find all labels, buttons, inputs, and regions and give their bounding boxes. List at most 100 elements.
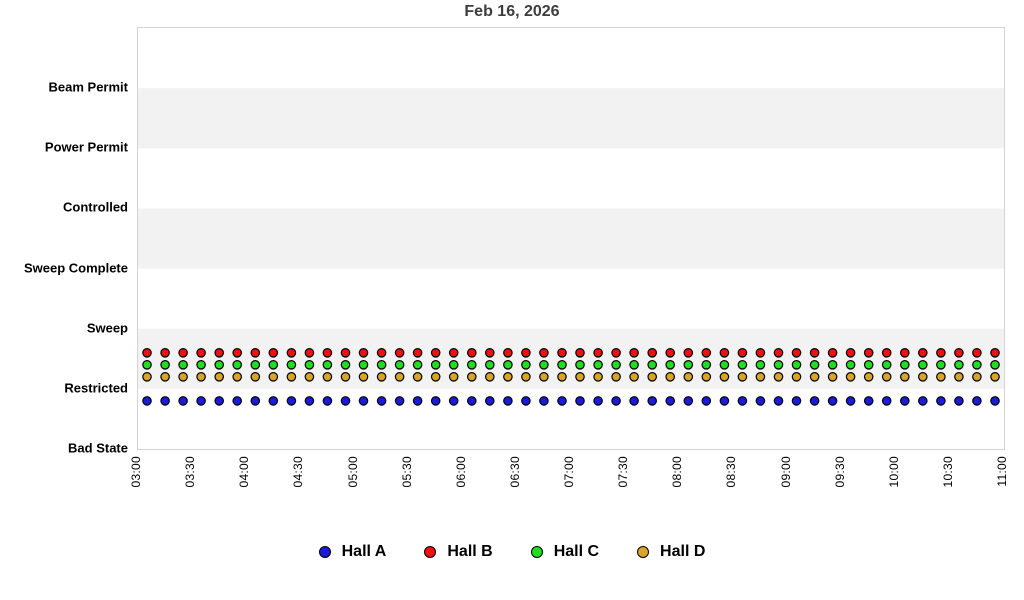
data-point-hall-c (863, 359, 874, 370)
data-point-hall-c (521, 359, 531, 370)
data-point-hall-d (791, 371, 802, 382)
data-point-hall-b (268, 347, 279, 358)
data-point-hall-b (972, 347, 982, 358)
data-point-hall-a (827, 396, 838, 406)
y-tick-label-power-permit: Power Permit (44, 139, 128, 155)
data-point-hall-b (178, 347, 188, 358)
data-point-hall-c (160, 359, 170, 370)
x-tick-label-1100: 11:00 (995, 456, 1009, 487)
data-point-hall-a (340, 396, 351, 406)
data-point-hall-b (683, 347, 694, 358)
data-point-hall-d (412, 371, 423, 382)
data-point-hall-c (755, 359, 766, 370)
data-point-hall-a (304, 396, 315, 406)
data-point-hall-d (376, 371, 387, 382)
data-point-hall-a (466, 396, 477, 406)
data-point-hall-a (250, 396, 261, 406)
data-point-hall-a (503, 396, 513, 406)
data-point-hall-a (214, 396, 224, 406)
data-point-hall-c (503, 359, 513, 370)
data-point-hall-d (160, 371, 170, 382)
data-point-hall-a (972, 396, 982, 406)
data-point-hall-b (557, 347, 567, 358)
x-tick-label-0430: 04:30 (291, 456, 306, 488)
data-point-hall-c (665, 359, 675, 370)
x-tick-label-0830: 08:30 (724, 456, 739, 488)
data-point-hall-b (755, 347, 766, 358)
data-point-hall-c (178, 359, 188, 370)
data-point-hall-c (196, 359, 206, 370)
data-point-hall-c (647, 359, 657, 370)
data-point-hall-d (196, 371, 206, 382)
data-point-hall-d (827, 371, 838, 382)
data-point-hall-b (358, 347, 369, 358)
x-tick-label-1000: 10:00 (886, 456, 901, 488)
data-point-hall-c (719, 359, 730, 370)
data-point-hall-c (629, 359, 639, 370)
x-tick-label-0300: 03:00 (129, 456, 143, 488)
data-point-hall-b (521, 347, 531, 358)
data-point-hall-b (791, 347, 802, 358)
data-point-hall-b (503, 347, 513, 358)
data-point-hall-b (214, 347, 224, 358)
data-point-hall-c (322, 359, 333, 370)
x-tick-label-0730: 07:30 (616, 456, 631, 488)
data-point-hall-a (954, 396, 964, 406)
data-point-hall-b (936, 347, 946, 358)
data-point-hall-c (539, 359, 549, 370)
data-point-hall-d (755, 371, 766, 382)
data-point-hall-d (647, 371, 657, 382)
data-point-hall-a (322, 396, 333, 406)
data-point-hall-a (863, 396, 874, 406)
data-point-hall-c (448, 359, 459, 370)
data-point-hall-d (322, 371, 333, 382)
data-point-hall-a (412, 396, 423, 406)
data-point-hall-d (593, 371, 603, 382)
data-point-hall-d (557, 371, 567, 382)
data-point-hall-b (593, 347, 603, 358)
y-tick-label-restricted: Restricted (64, 380, 128, 396)
data-point-hall-d (954, 371, 964, 382)
data-point-hall-d (773, 371, 784, 382)
data-point-hall-d (304, 371, 315, 382)
data-point-hall-b (665, 347, 675, 358)
data-point-hall-d (863, 371, 874, 382)
data-point-hall-d (358, 371, 369, 382)
x-tick-label-0630: 06:30 (507, 456, 522, 488)
data-point-hall-c (376, 359, 387, 370)
data-point-hall-c (358, 359, 369, 370)
data-point-hall-a (430, 396, 441, 406)
data-point-hall-c (250, 359, 261, 370)
data-point-hall-c (701, 359, 712, 370)
data-point-hall-d (503, 371, 513, 382)
data-point-hall-c (340, 359, 351, 370)
data-point-hall-b (430, 347, 441, 358)
data-point-hall-b (881, 347, 892, 358)
plot-svg (138, 88, 1004, 406)
legend-marker-icon (637, 546, 650, 558)
shaded-band (138, 328, 1004, 389)
data-point-hall-d (214, 371, 224, 382)
data-point-hall-a (448, 396, 459, 406)
data-point-hall-d (683, 371, 694, 382)
data-point-hall-a (845, 396, 856, 406)
data-point-hall-d (881, 371, 892, 382)
legend-marker-icon (424, 546, 437, 558)
data-point-hall-a (557, 396, 567, 406)
data-point-hall-a (990, 396, 1000, 406)
data-point-hall-b (809, 347, 820, 358)
data-point-hall-c (845, 359, 856, 370)
data-point-hall-d (737, 371, 748, 382)
data-point-hall-d (575, 371, 585, 382)
data-point-hall-d (719, 371, 730, 382)
data-point-hall-c (466, 359, 477, 370)
data-point-hall-d (448, 371, 459, 382)
data-point-hall-b (196, 347, 206, 358)
data-point-hall-b (863, 347, 874, 358)
data-point-hall-b (142, 347, 152, 358)
x-tick-label-0800: 08:00 (670, 456, 685, 488)
data-point-hall-b (322, 347, 333, 358)
shaded-band (138, 88, 1004, 149)
data-point-hall-a (394, 396, 405, 406)
